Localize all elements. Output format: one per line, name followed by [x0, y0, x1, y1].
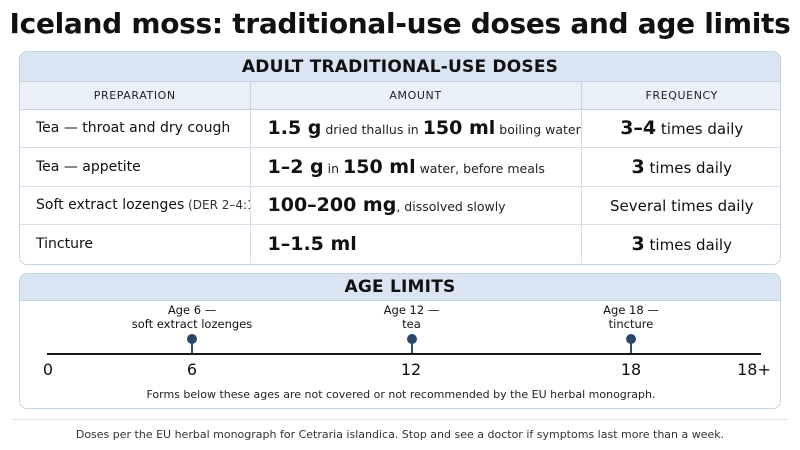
column-header-preparation: PREPARATION [20, 82, 251, 110]
amount-cell: 1–1.5 ml [250, 224, 582, 263]
frequency-value: 3 [631, 155, 645, 178]
age-marker-form: soft extract lozenges [131, 317, 253, 331]
amount-text: in [323, 160, 343, 176]
preparation-cell: Tea — appetite [20, 147, 251, 187]
preparation-note: (DER 2–4:1) [188, 198, 249, 213]
amount-volume: 150 ml [422, 117, 496, 140]
frequency-value: 3–4 [620, 117, 657, 140]
amount-cell: 1–2 g in 150 ml water, before meals [250, 147, 582, 187]
amount-value: 100–200 mg [267, 194, 397, 217]
age-marker-title: Age 18 — [603, 303, 659, 317]
age-marker-form: tea [402, 317, 421, 331]
frequency-cell: 3 times daily [581, 147, 780, 187]
age-marker-stem [191, 337, 193, 353]
frequency-cell: 3 times daily [581, 225, 780, 264]
age-marker-pin-icon [406, 334, 417, 344]
amount-value: 1.5 g [267, 117, 322, 140]
axis-tick-18-plus: 18+ [737, 360, 771, 379]
age-marker-pin-icon [626, 334, 636, 344]
age-marker-stem [410, 337, 413, 353]
doses-table: PREPARATION AMOUNT FREQUENCY Tea — throa… [20, 82, 780, 264]
age-marker-label: Age 6 — soft extract lozenges [107, 303, 277, 331]
timeline-axis [47, 353, 761, 355]
amount-value: 1–2 g [267, 155, 324, 178]
age-marker-label: Age 18 — tincture [546, 303, 716, 331]
age-marker-label: Age 12 — tea [327, 303, 497, 331]
column-header-amount: AMOUNT [250, 82, 582, 110]
axis-tick-18: 18 [620, 360, 642, 379]
preparation-cell: Tincture [20, 224, 251, 263]
preparation-cell: Tea — throat and dry cough [20, 109, 251, 148]
age-marker-title: Age 12 — [383, 303, 440, 317]
amount-volume: 150 ml [343, 155, 416, 178]
age-marker-pin-icon [187, 334, 197, 344]
doses-panel: ADULT TRADITIONAL-USE DOSES PREPARATION … [19, 51, 781, 265]
age-timeline: Age 6 — soft extract lozenges Age 12 — t… [20, 274, 780, 408]
amount-text: , dissolved slowly [396, 199, 506, 215]
frequency-cell: 3–4 times daily [581, 109, 780, 148]
preparation-label: Tea — throat and dry cough [36, 120, 231, 137]
frequency-text: times daily [644, 158, 732, 177]
frequency-cell: Several times daily [581, 186, 780, 225]
preparation-label: Soft extract lozenges [36, 197, 185, 214]
dose-row-lozenges: Soft extract lozenges (DER 2–4:1) 100–20… [20, 186, 780, 225]
dose-row-tincture: Tincture 1–1.5 ml 3 times daily [20, 224, 780, 264]
column-header-frequency: FREQUENCY [581, 82, 780, 110]
axis-tick-6: 6 [186, 360, 198, 379]
age-limits-note: Forms below these ages are not covered o… [146, 388, 656, 401]
doses-header-row: PREPARATION AMOUNT FREQUENCY [20, 82, 780, 110]
preparation-label: Tincture [36, 236, 94, 252]
amount-detail: boiling water [495, 122, 581, 138]
frequency-value: 3 [631, 233, 645, 255]
frequency-text: times daily [656, 120, 744, 139]
doses-heading: ADULT TRADITIONAL-USE DOSES [20, 52, 780, 82]
age-marker-form: tincture [608, 317, 654, 331]
age-limits-heading: AGE LIMITS [20, 274, 780, 301]
preparation-cell: Soft extract lozenges (DER 2–4:1) [20, 186, 251, 225]
amount-detail: water, before meals [415, 160, 545, 176]
amount-text: dried thallus in [321, 122, 423, 138]
footer-divider [12, 419, 788, 420]
amount-cell: 1.5 g dried thallus in 150 ml boiling wa… [250, 109, 582, 148]
axis-tick-0: 0 [42, 360, 54, 379]
frequency-text: times daily [644, 236, 732, 254]
page-title: Iceland moss: traditional-use doses and … [9, 7, 791, 40]
frequency-text: Several times daily [609, 197, 754, 216]
age-limits-panel: AGE LIMITS Age 6 — soft extract lozenges… [19, 273, 781, 409]
footer-note: Doses per the EU herbal monograph for Ce… [75, 428, 725, 441]
age-marker-stem [630, 337, 632, 353]
amount-cell: 100–200 mg, dissolved slowly [250, 186, 582, 225]
dose-row-appetite-tea: Tea — appetite 1–2 g in 150 ml water, be… [20, 147, 780, 187]
preparation-label: Tea — appetite [36, 158, 141, 175]
axis-tick-12: 12 [400, 360, 422, 379]
age-marker-title: Age 6 — [167, 303, 217, 317]
dose-row-throat-tea: Tea — throat and dry cough 1.5 g dried t… [20, 109, 780, 148]
amount-value: 1–1.5 ml [267, 233, 357, 255]
